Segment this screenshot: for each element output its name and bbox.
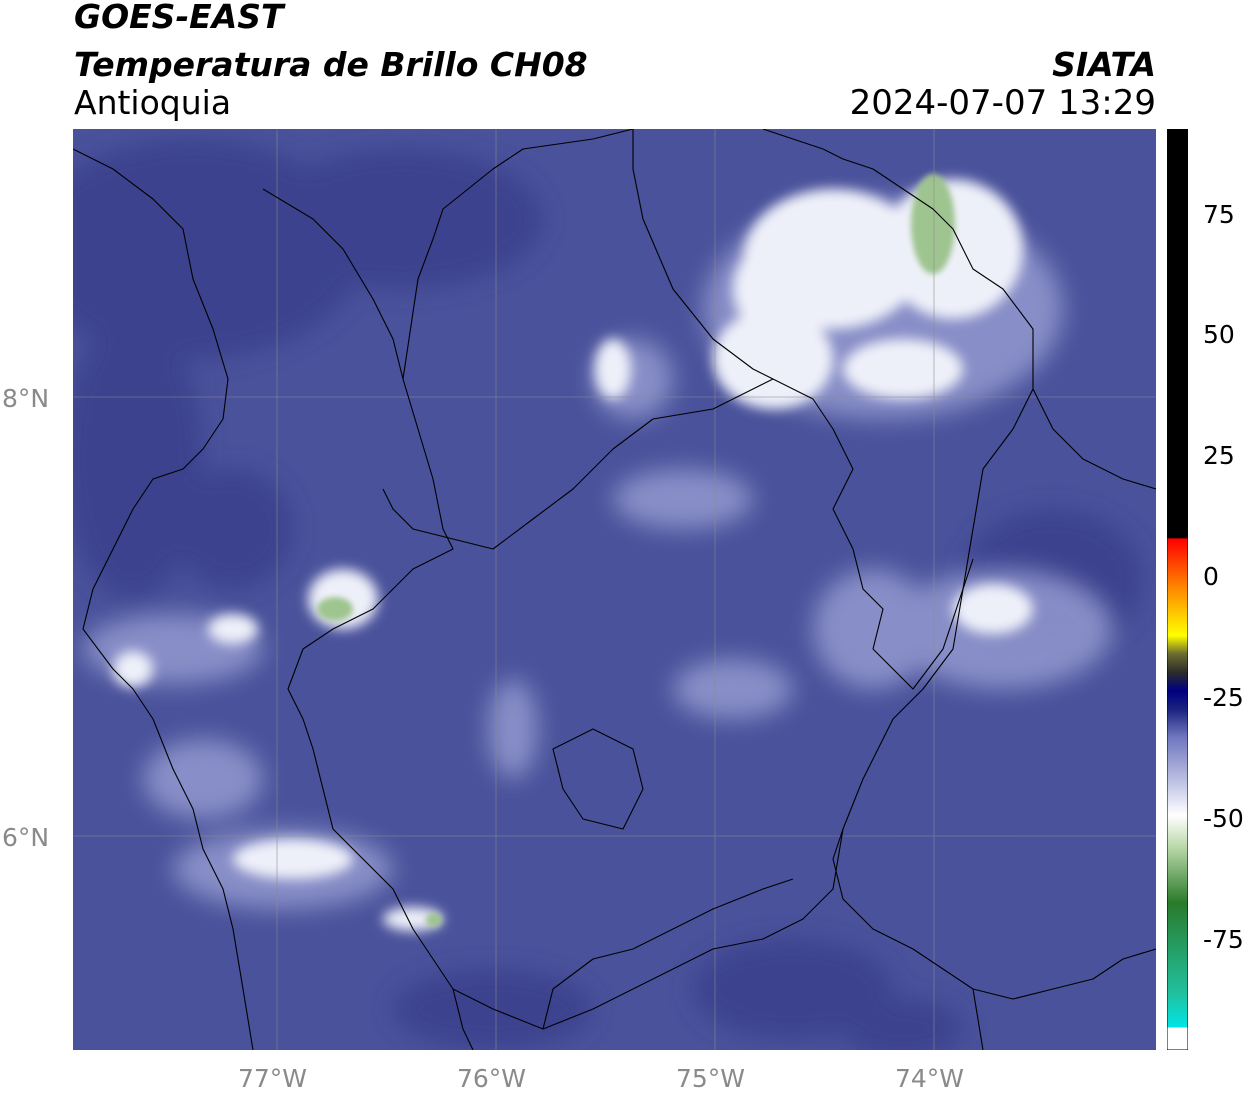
colorbar-fill	[1167, 129, 1188, 1050]
colorbar-label-minus25: -25	[1203, 683, 1244, 712]
colorbar-label-75: 75	[1203, 200, 1235, 229]
border-southeast	[832, 828, 1156, 1000]
lon-label-76w: 76°W	[457, 1064, 527, 1093]
colorbar-label-0: 0	[1203, 562, 1219, 591]
colorbar-label-25: 25	[1203, 441, 1235, 470]
region-label: Antioquia	[74, 83, 232, 122]
timestamp: 2024-07-07 13:29	[849, 83, 1156, 123]
border-bolivar	[772, 378, 974, 690]
border-east	[1032, 388, 1156, 490]
coastline-pacific	[73, 148, 254, 1050]
border-south-2	[452, 988, 474, 1050]
brightness-temperature-map	[73, 129, 1156, 1050]
title-product: Temperatura de Brillo CH08	[74, 45, 588, 84]
lon-label-74w: 74°W	[895, 1064, 965, 1093]
coldest-tops	[317, 174, 955, 927]
border-south-3	[972, 988, 984, 1050]
border-south	[542, 878, 794, 1030]
lat-label-6n: 6°N	[2, 823, 50, 852]
title-satellite: GOES-EAST	[74, 0, 284, 36]
lon-label-77w: 77°W	[238, 1064, 308, 1093]
cloud-cores	[113, 179, 1033, 931]
graticule	[73, 129, 1156, 1050]
border-medellin	[552, 728, 644, 830]
border-cordoba	[382, 129, 774, 550]
colorbar-label-minus50: -50	[1203, 804, 1244, 833]
lon-label-75w: 75°W	[676, 1064, 746, 1093]
colorbar-label-50: 50	[1203, 320, 1235, 349]
boundaries	[73, 129, 1156, 1050]
lat-label-8n: 8°N	[2, 384, 50, 413]
border-antioquia-north	[402, 129, 634, 380]
organization-label: SIATA	[1052, 45, 1156, 84]
coastline-caribbean	[262, 188, 454, 790]
colorbar	[1167, 129, 1188, 1050]
colorbar-label-minus75: -75	[1203, 925, 1244, 954]
